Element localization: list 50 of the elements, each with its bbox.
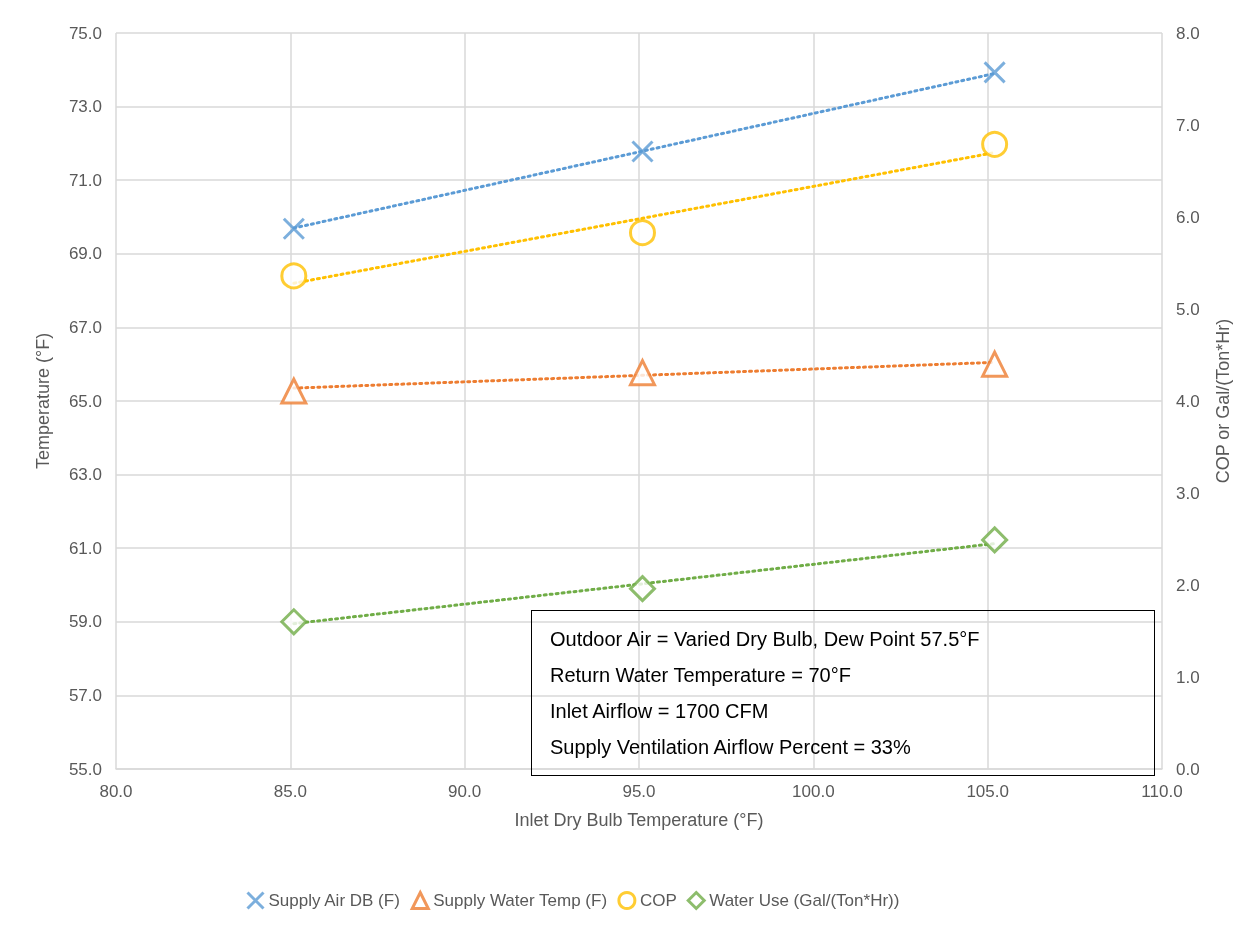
legend-label: Supply Air DB (F)	[268, 891, 400, 910]
point	[628, 359, 656, 387]
annotation: Inlet Airflow = 1700 CFM	[550, 699, 770, 724]
point	[981, 350, 1009, 378]
x-tick-label: 110.0	[1141, 782, 1183, 801]
y2-tick-label: 0.0	[1176, 759, 1200, 779]
y-tick-label: 75.0	[68, 23, 102, 43]
point	[628, 575, 656, 603]
y2-axis-title: COP or Gal/(Ton*Hr)	[1213, 318, 1233, 484]
y-tick-label: 67.0	[68, 317, 102, 337]
y2-tick-label: 8.0	[1176, 23, 1200, 43]
y2-tick-label: 3.0	[1176, 483, 1200, 503]
annotation: Supply Ventilation Airflow Percent = 33%	[550, 735, 912, 760]
point	[983, 60, 1007, 84]
y2-tick-label: 6.0	[1176, 207, 1200, 227]
y-tick-label: 59.0	[68, 612, 102, 632]
point	[981, 526, 1009, 554]
y2-tick-label: 1.0	[1176, 667, 1200, 687]
point	[280, 608, 308, 636]
y2-tick-label: 7.0	[1176, 115, 1200, 135]
x-tick-label: 100.0	[792, 782, 835, 801]
y-tick-label: 73.0	[68, 97, 102, 117]
legend-label: COP	[639, 891, 677, 910]
annotation: Return Water Temperature = 70°F	[550, 663, 852, 688]
y2-tick-label: 2.0	[1176, 575, 1200, 595]
y-tick-label: 71.0	[68, 170, 102, 190]
y2-tick-label: 5.0	[1176, 299, 1200, 319]
legend-label: Water Use (Gal/(Ton*Hr))	[709, 891, 900, 910]
y-tick-label: 61.0	[68, 538, 102, 558]
legend-label: Supply Water Temp (F)	[433, 891, 608, 910]
y-tick-label: 65.0	[68, 391, 102, 411]
point	[981, 130, 1009, 158]
y-tick-label: 55.0	[68, 759, 102, 779]
annotation: Outdoor Air = Varied Dry Bulb, Dew Point 57.5°F	[550, 627, 981, 652]
point	[280, 377, 308, 405]
point	[282, 217, 306, 241]
y-axis-title: Temperature (°F)	[33, 332, 53, 470]
x-tick-label: 95.0	[622, 782, 656, 801]
x-tick-label: 85.0	[273, 782, 307, 801]
y-tick-label: 69.0	[68, 244, 102, 264]
x-tick-label: 90.0	[448, 782, 482, 801]
point	[280, 262, 308, 290]
y-tick-label: 57.0	[68, 685, 102, 705]
y-tick-label: 63.0	[68, 465, 102, 485]
x-tick-label: 80.0	[99, 782, 133, 801]
x-tick-label: 105.0	[966, 782, 1009, 801]
y2-tick-label: 4.0	[1176, 391, 1200, 411]
point	[629, 219, 656, 247]
x-axis-title: Inlet Dry Bulb Temperature (°F)	[514, 810, 764, 830]
point	[630, 140, 654, 163]
